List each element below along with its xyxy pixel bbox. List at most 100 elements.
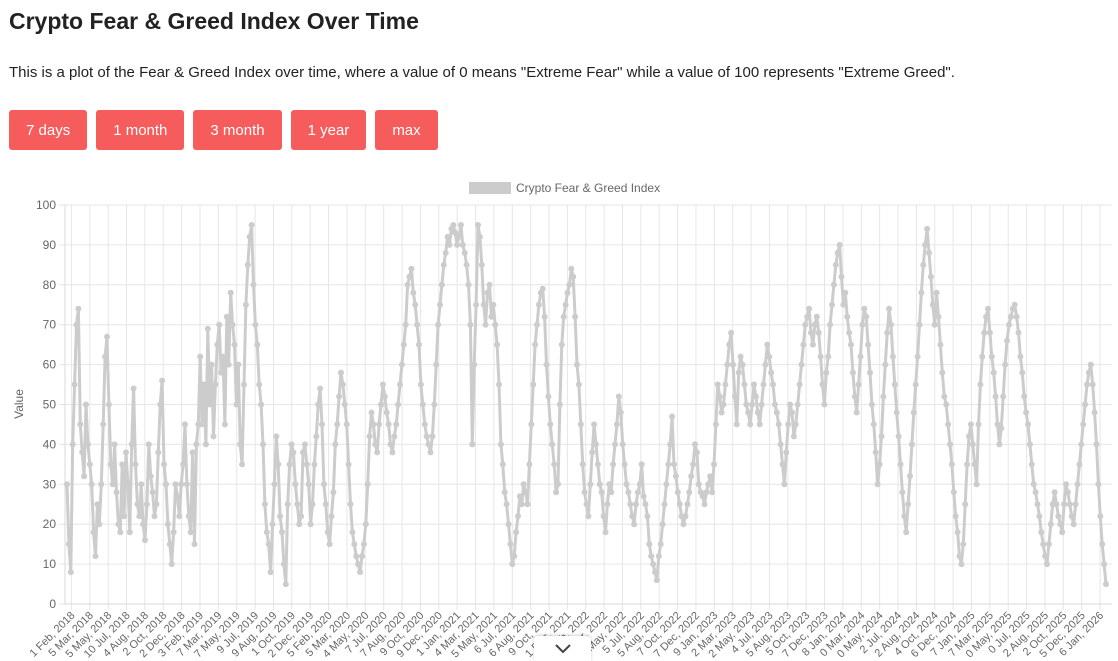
range-3-month-button[interactable]: 3 month — [193, 110, 282, 150]
data-point — [185, 513, 192, 520]
data-point — [476, 233, 483, 240]
data-point — [163, 481, 169, 488]
data-point — [214, 341, 221, 348]
data-point — [524, 501, 531, 508]
data-point — [79, 449, 86, 456]
data-point — [663, 481, 670, 488]
data-point — [374, 449, 381, 456]
data-point — [941, 393, 948, 400]
data-point — [990, 369, 997, 376]
data-point — [1017, 353, 1024, 360]
data-point — [501, 489, 508, 496]
data-point — [398, 361, 405, 368]
data-point — [265, 541, 272, 548]
data-point — [128, 441, 135, 448]
data-point — [261, 501, 268, 508]
data-point — [566, 281, 573, 288]
data-point — [878, 433, 885, 440]
data-point — [707, 473, 714, 480]
range-max-button[interactable]: max — [375, 110, 438, 150]
data-point — [88, 481, 95, 488]
range-1-year-button[interactable]: 1 year — [290, 110, 367, 150]
data-point — [431, 401, 438, 408]
data-point — [591, 421, 598, 428]
data-point — [838, 273, 845, 280]
data-point — [682, 513, 689, 520]
page-title: Crypto Fear & Greed Index Over Time — [9, 8, 419, 34]
data-point — [343, 421, 350, 428]
data-point — [157, 401, 164, 408]
data-point — [102, 353, 109, 360]
data-point — [897, 461, 904, 468]
data-point — [1019, 369, 1026, 376]
data-point — [277, 513, 284, 520]
data-point — [189, 449, 196, 456]
data-point — [435, 321, 442, 328]
y-tick-label: 60 — [43, 358, 57, 372]
fear-greed-chart: Crypto Fear & Greed Index 0 10 20 30 40 50 60 7… — [0, 172, 1118, 661]
data-point — [846, 329, 853, 336]
data-point — [416, 341, 422, 348]
data-point — [749, 401, 756, 408]
data-point — [123, 449, 129, 456]
scroll-down-button[interactable] — [534, 636, 591, 661]
data-point — [212, 381, 219, 388]
data-point — [513, 529, 520, 536]
range-7-days-button[interactable]: 7 days — [9, 110, 88, 150]
data-point — [92, 553, 99, 560]
data-point — [71, 381, 78, 388]
data-point — [379, 381, 386, 388]
data-point — [1070, 521, 1077, 528]
data-point — [124, 481, 131, 488]
data-point — [231, 341, 238, 348]
page-description: This is a plot of the Fear & Greed Index… — [9, 64, 955, 81]
data-point — [273, 433, 280, 440]
data-point — [364, 481, 371, 488]
range-1-month-button[interactable]: 1 month — [96, 110, 185, 150]
data-point — [819, 381, 826, 388]
data-point — [372, 441, 379, 448]
data-point — [973, 481, 980, 488]
data-point — [977, 381, 984, 388]
data-point — [532, 341, 539, 348]
data-point — [130, 385, 137, 392]
data-point — [1099, 541, 1106, 548]
data-point — [773, 409, 780, 416]
data-point — [926, 249, 932, 256]
data-point — [176, 513, 183, 520]
data-point — [353, 553, 360, 560]
data-point — [857, 353, 864, 360]
data-point — [100, 421, 107, 428]
data-point — [806, 305, 813, 312]
data-point — [248, 222, 255, 228]
data-point — [730, 361, 736, 368]
data-point — [695, 481, 702, 488]
data-point — [575, 381, 582, 388]
data-point — [718, 409, 725, 416]
data-point — [419, 401, 426, 408]
data-point — [105, 401, 112, 408]
data-point — [246, 233, 253, 240]
data-point — [465, 281, 472, 288]
data-point — [170, 529, 177, 536]
data-point — [1091, 409, 1098, 416]
data-point — [572, 313, 579, 320]
data-point — [121, 513, 128, 520]
data-point — [688, 473, 695, 480]
data-point — [937, 341, 944, 348]
data-point — [410, 289, 417, 296]
data-point — [370, 421, 377, 428]
data-point — [813, 313, 820, 320]
data-point — [149, 489, 156, 496]
series-crypto-fear-greed — [64, 222, 1109, 588]
data-point — [237, 441, 244, 448]
data-point — [884, 329, 891, 336]
data-point — [768, 369, 775, 376]
chart-grid — [59, 204, 1112, 610]
data-point — [1026, 441, 1033, 448]
data-point — [220, 353, 226, 360]
data-point — [771, 401, 778, 408]
data-point — [507, 541, 514, 548]
data-point — [535, 301, 542, 308]
data-point — [256, 381, 263, 388]
